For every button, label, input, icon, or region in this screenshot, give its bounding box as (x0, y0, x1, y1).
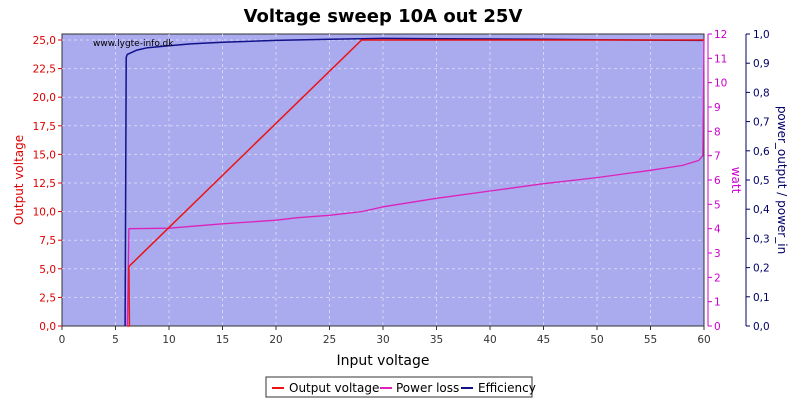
y-left-tick-label: 2,5 (39, 292, 56, 304)
y-right2-tick-label: 0,9 (753, 58, 770, 70)
y-right-tick-label: 1 (714, 297, 721, 309)
y-right2-tick-label: 0,3 (753, 233, 770, 245)
y-right-tick-label: 6 (714, 175, 721, 187)
y-axis-right-label: watt (729, 167, 743, 194)
y-left-tick-label: 20,0 (33, 92, 56, 104)
series-output-voltage (127, 39, 704, 327)
x-tick-label: 5 (112, 334, 119, 346)
x-tick-label: 35 (430, 334, 443, 346)
series-layer (124, 37, 705, 327)
y-right2-tick-label: 0,5 (753, 175, 770, 187)
y-right-tick-label: 9 (714, 102, 721, 114)
y-left-tick-label: 25,0 (33, 35, 56, 47)
y-right-tick-label: 11 (714, 53, 727, 65)
chart-title: Voltage sweep 10A out 25V (244, 6, 523, 27)
y-right-tick-label: 2 (714, 272, 721, 284)
y-right2-tick-label: 0,2 (753, 263, 770, 275)
y-axis-right2-label: power_output / power_in (775, 106, 789, 254)
watermark: www.lygte-info.dk (93, 39, 174, 49)
y-right-tick-label: 3 (714, 248, 721, 260)
x-tick-label: 60 (697, 334, 710, 346)
y-right2-tick-label: 0,7 (753, 117, 770, 129)
axes: 0 5 10 15 20 25 30 35 40 45 50 55 600,02,55,07,510,0… (33, 29, 770, 346)
x-axis-label: Input voltage (336, 353, 429, 369)
x-tick-label: 55 (644, 334, 657, 346)
x-tick-label: 25 (323, 334, 336, 346)
legend-label-power-loss: Power loss (396, 381, 459, 395)
legend-label-efficiency: Efficiency (478, 381, 536, 395)
x-tick-label: 50 (590, 334, 603, 346)
y-left-tick-label: 22,5 (33, 64, 56, 76)
y-right-tick-label: 5 (714, 199, 721, 211)
x-tick-label: 0 (59, 334, 66, 346)
y-right2-tick-label: 0,0 (753, 321, 770, 333)
y-right-tick-label: 12 (714, 29, 727, 41)
y-right-tick-label: 4 (714, 224, 721, 236)
y-left-tick-label: 7,5 (39, 235, 56, 247)
y-left-tick-label: 10,0 (33, 207, 56, 219)
legend-box (265, 376, 533, 398)
y-left-tick-label: 17,5 (33, 121, 56, 133)
y-right2-tick-label: 0,1 (753, 292, 770, 304)
y-left-tick-label: 5,0 (39, 264, 56, 276)
x-tick-label: 30 (376, 334, 389, 346)
legend-label-output-voltage: Output voltage (289, 381, 379, 395)
y-right-tick-label: 10 (714, 78, 727, 90)
y-axis-left-label: Output voltage (12, 135, 26, 225)
y-right-tick-label: 7 (714, 151, 721, 163)
y-right2-tick-label: 0,8 (753, 87, 770, 99)
series-power-loss (126, 38, 705, 327)
y-left-tick-label: 0,0 (39, 321, 56, 333)
y-left-tick-label: 15,0 (33, 149, 56, 161)
x-tick-label: 40 (483, 334, 496, 346)
legend: Output voltage Power loss Efficiency (265, 376, 536, 398)
y-right2-tick-label: 0,4 (753, 204, 770, 216)
y-right2-tick-label: 0,6 (753, 146, 770, 158)
y-right2-tick-label: 1,0 (753, 29, 770, 41)
x-tick-label: 15 (216, 334, 229, 346)
x-tick-label: 45 (537, 334, 550, 346)
y-right-tick-label: 8 (714, 126, 721, 138)
x-tick-label: 10 (162, 334, 175, 346)
x-tick-label: 20 (269, 334, 282, 346)
y-right-tick-label: 0 (714, 321, 721, 333)
y-left-tick-label: 12,5 (33, 178, 56, 190)
